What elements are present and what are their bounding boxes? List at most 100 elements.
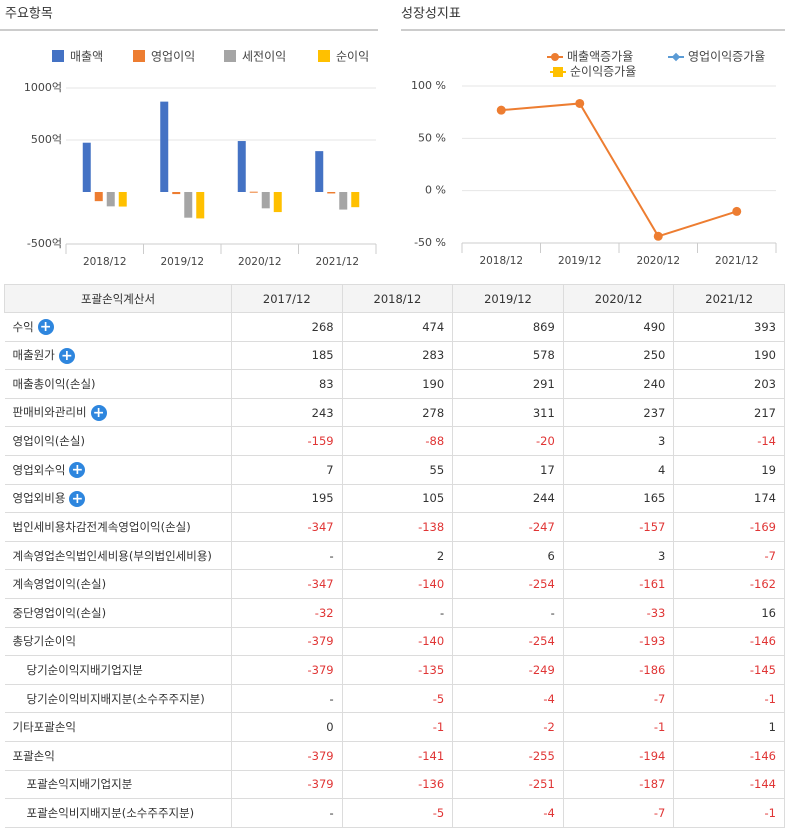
value-cell: -7: [562, 798, 675, 828]
row-label: 판매비와관리비 +: [4, 397, 232, 428]
legend-label: 영업이익증가율: [688, 50, 765, 64]
row-label-text: 판매비와관리비: [12, 405, 87, 420]
row-label: 당기순이익비지배지분(소수주주지분): [4, 683, 232, 714]
value-cell: 165: [562, 483, 675, 514]
x-tick-label: 2019/12: [558, 255, 602, 267]
value-cell: 1: [673, 712, 785, 742]
y-tick-label: -500억: [27, 237, 62, 250]
value-cell: -140: [341, 626, 454, 657]
table-row: 매출원가 +185 283 578 250 190: [4, 340, 785, 371]
row-label-text: 기타포괄손익: [12, 720, 76, 735]
value-cell: -254: [452, 626, 564, 657]
value-cell: 2: [341, 540, 454, 571]
row-label: 계속영업이익(손실): [4, 569, 232, 599]
header-cell: 2021/12: [673, 284, 785, 313]
row-label: 포괄손익: [4, 740, 232, 771]
row-label-text: 포괄손익: [12, 748, 55, 763]
value-cell: -249: [452, 655, 564, 685]
bar: [94, 192, 103, 202]
legend-label: 매출액증가율: [567, 50, 633, 64]
row-label: 중단영업이익(손실): [4, 597, 232, 628]
table-row: 계속영업이익(손실) -347 -140 -254 -161 -162: [4, 569, 785, 599]
expand-button[interactable]: +: [37, 319, 54, 336]
charts: 주요항목 성장성지표 1000억 500억 -500억 2018/12 2019/12 2…: [0, 7, 785, 268]
header-cell: 2019/12: [452, 284, 564, 313]
value-cell: -138: [341, 512, 454, 542]
value-cell: -255: [452, 740, 564, 771]
value-cell: 4: [562, 454, 675, 485]
legend-swatch: [52, 50, 64, 62]
y-tick-label: 0 %: [425, 184, 446, 197]
value-cell: -254: [452, 569, 564, 599]
row-label: 영업이익(손실): [4, 426, 232, 456]
chart-title: 주요항목: [5, 7, 53, 22]
header-cell: 2018/12: [341, 284, 454, 313]
legend-label: 세전이익: [242, 50, 286, 64]
value-cell: 19: [673, 454, 785, 485]
value-cell: 283: [341, 340, 454, 371]
legend-label: 매출액: [70, 50, 103, 64]
value-cell: -157: [562, 512, 675, 542]
legend-label: 영업이익: [151, 50, 195, 64]
legend-swatch: [224, 50, 236, 62]
value-cell: -194: [562, 740, 675, 771]
value-cell: -169: [673, 512, 785, 542]
income-table: 포괄손익계산서 2017/12 2018/12 2019/12 2020/12 2021/…: [4, 284, 785, 828]
row-label-text: 총당기순이익: [12, 634, 76, 649]
row-label-text: 계속영업이익(손실): [12, 577, 107, 592]
legend-swatch: [133, 50, 145, 62]
chart-title: 성장성지표: [401, 7, 461, 22]
point: [653, 231, 663, 241]
legend-marker: [671, 52, 681, 62]
value-cell: 195: [231, 483, 343, 514]
row-label: 수익 +: [4, 312, 232, 342]
row-label-text: 매출총이익(손실): [12, 376, 96, 391]
value-cell: -: [231, 798, 343, 828]
header-cell: 2017/12: [231, 284, 343, 313]
value-cell: 291: [452, 369, 564, 399]
value-cell: -146: [673, 740, 785, 771]
value-cell: -14: [673, 426, 785, 456]
value-cell: -144: [673, 769, 785, 800]
value-cell: 237: [562, 397, 675, 428]
value-cell: -20: [452, 426, 564, 456]
row-label-text: 계속영업손익법인세비용(부의법인세비용): [12, 548, 212, 563]
value-cell: 278: [341, 397, 454, 428]
value-cell: -1: [673, 683, 785, 714]
y-tick-label: -50 %: [414, 236, 446, 249]
value-cell: 3: [562, 540, 675, 571]
row-label: 영업외비용 +: [4, 483, 232, 514]
line: [501, 102, 738, 238]
table-row: 총당기순이익 -379 -140 -254 -193 -146: [4, 626, 785, 657]
table-row: 당기순이익지배기업지분 -379 -135 -249 -186 -145: [4, 655, 785, 685]
x-tick-label: 2021/12: [315, 256, 359, 268]
header-cell: 포괄손익계산서: [4, 284, 232, 313]
bar: [273, 192, 282, 213]
value-cell: 6: [452, 540, 564, 571]
value-cell: 244: [452, 483, 564, 514]
row-label-text: 영업외비용: [12, 491, 66, 506]
value-cell: 7: [231, 454, 343, 485]
value-cell: 869: [452, 312, 564, 342]
row-label-text: 매출원가: [12, 348, 55, 363]
expand-button[interactable]: +: [69, 462, 86, 479]
value-cell: 203: [673, 369, 785, 399]
point: [496, 105, 506, 115]
value-cell: 105: [341, 483, 454, 514]
value-cell: -347: [231, 512, 343, 542]
legend-label: 순이익: [336, 50, 369, 64]
expand-button[interactable]: +: [90, 404, 107, 421]
row-label: 영업외수익 +: [4, 454, 232, 485]
value-cell: -379: [231, 740, 343, 771]
table-row: 매출총이익(손실) 83 190 291 240 203: [4, 369, 785, 399]
header-cell: 2020/12: [562, 284, 675, 313]
legend-marker: [551, 53, 559, 61]
expand-button[interactable]: +: [69, 490, 86, 507]
row-label-text: 영업이익(손실): [12, 434, 85, 449]
value-cell: -186: [562, 655, 675, 685]
row-label: 법인세비용차감전계속영업이익(손실): [4, 512, 232, 542]
y-tick-label: 1000억: [24, 81, 62, 94]
value-cell: -33: [562, 597, 675, 628]
expand-button[interactable]: +: [58, 347, 75, 364]
